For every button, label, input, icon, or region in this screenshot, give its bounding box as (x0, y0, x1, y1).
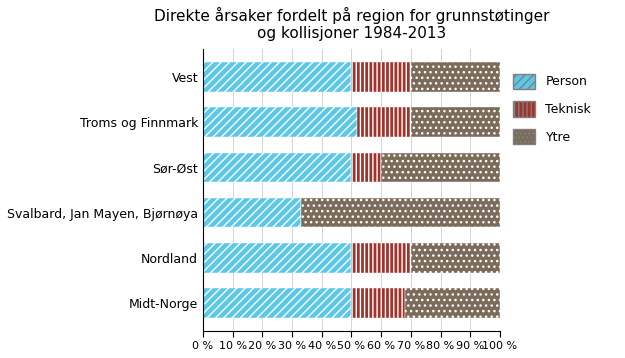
Bar (357, 107, 411, 137)
Bar (381, 153, 500, 182)
Bar (351, 62, 411, 92)
Bar (203, 198, 301, 227)
Bar (411, 62, 500, 92)
Title: Direkte årsaker fordelt på region for grunnstøtinger
og kollisjoner 1984-2013: Direkte årsaker fordelt på region for gr… (154, 7, 549, 42)
Bar (203, 107, 358, 137)
Bar (351, 153, 381, 182)
Bar (411, 243, 500, 273)
Bar (203, 62, 351, 92)
Bar (203, 243, 351, 273)
Bar (405, 289, 500, 318)
Bar (301, 198, 500, 227)
Legend: Person, Teknisk, Ytre: Person, Teknisk, Ytre (509, 70, 595, 148)
Bar (203, 153, 351, 182)
Bar (351, 243, 411, 273)
Bar (351, 289, 405, 318)
Bar (411, 107, 500, 137)
Bar (203, 289, 351, 318)
